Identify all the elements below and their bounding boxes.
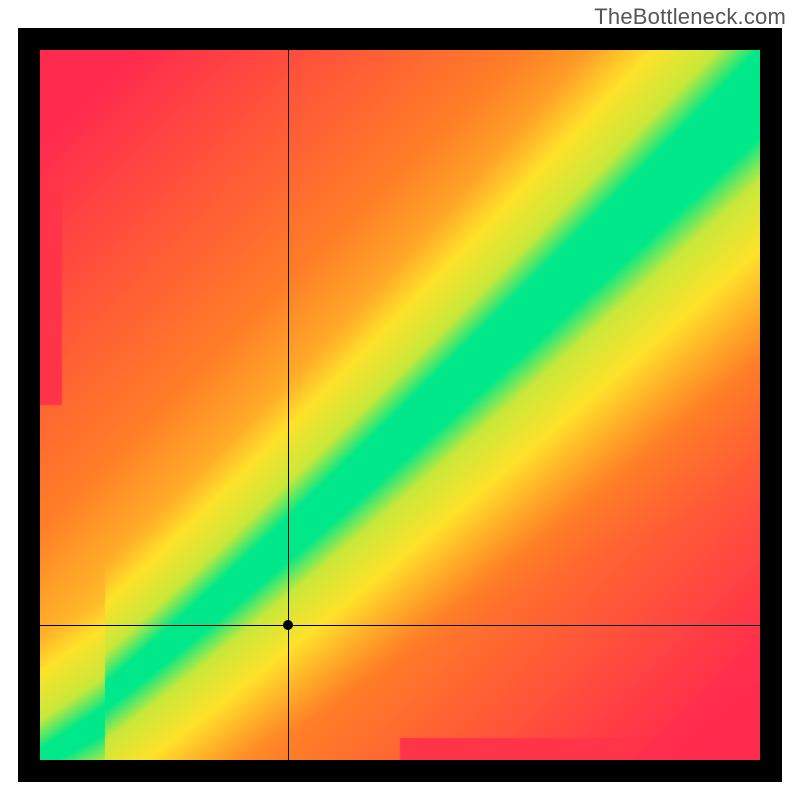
watermark-text: TheBottleneck.com: [594, 4, 786, 30]
chart-frame: [18, 28, 782, 782]
heatmap-canvas: [40, 50, 760, 760]
crosshair-horizontal: [40, 625, 760, 626]
container: TheBottleneck.com: [0, 0, 800, 800]
marker-dot: [283, 620, 293, 630]
crosshair-vertical: [288, 50, 289, 760]
heatmap-plot: [40, 50, 760, 760]
